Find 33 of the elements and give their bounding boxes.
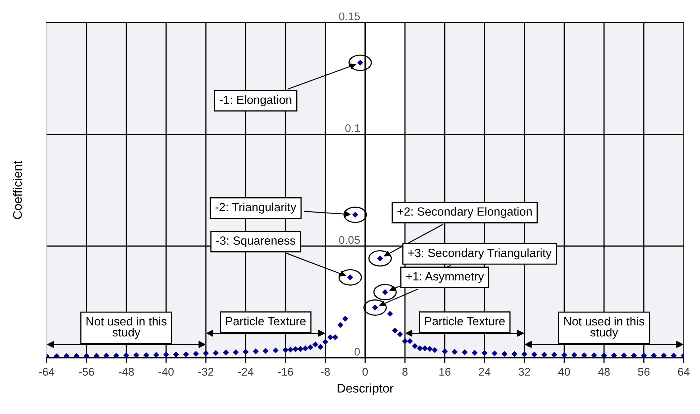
x-tick-label: -16 <box>278 368 294 376</box>
x-tick-label: -56 <box>79 368 94 376</box>
y-tick-label: 0 <box>354 348 360 356</box>
x-tick-label: -8 <box>321 368 330 376</box>
x-tick-label: -48 <box>118 368 134 376</box>
band-label: Particle Texture <box>226 316 306 326</box>
x-axis-title: Descriptor <box>338 384 394 396</box>
x-tick-label: -32 <box>198 368 214 376</box>
y-tick-label: 0.05 <box>339 236 360 244</box>
annotation: -2: Triangularity <box>216 202 297 214</box>
x-tick-label: 24 <box>479 368 491 376</box>
annotation: +1: Asymmetry <box>406 272 484 284</box>
annotation: -1: Elongation <box>220 96 292 107</box>
x-tick-label: 8 <box>402 368 408 376</box>
x-tick-label: -64 <box>39 368 55 376</box>
x-tick-label: 64 <box>678 368 690 376</box>
x-tick-label: -24 <box>238 368 254 376</box>
band-label: Not used in this study <box>564 317 645 340</box>
x-tick-label: -40 <box>158 368 174 376</box>
x-tick-label: 56 <box>638 368 650 376</box>
x-tick-label: 16 <box>440 368 451 376</box>
annotation: +2: Secondary Elongation <box>398 207 532 218</box>
x-tick-label: 0 <box>362 368 368 376</box>
y-axis-title: Coefficient <box>12 161 22 220</box>
x-tick-label: 48 <box>598 368 610 376</box>
band-label: Particle Texture <box>425 316 505 326</box>
x-tick-label: 40 <box>558 368 570 376</box>
annotation: +3: Secondary Triangularity <box>408 248 552 260</box>
x-tick-label: 32 <box>518 368 530 376</box>
y-tick-label: 0.15 <box>339 12 360 21</box>
y-tick-label: 0.1 <box>346 124 360 132</box>
annotation: -3: Squareness <box>216 236 296 248</box>
band-label: Not used in this study <box>86 317 167 340</box>
